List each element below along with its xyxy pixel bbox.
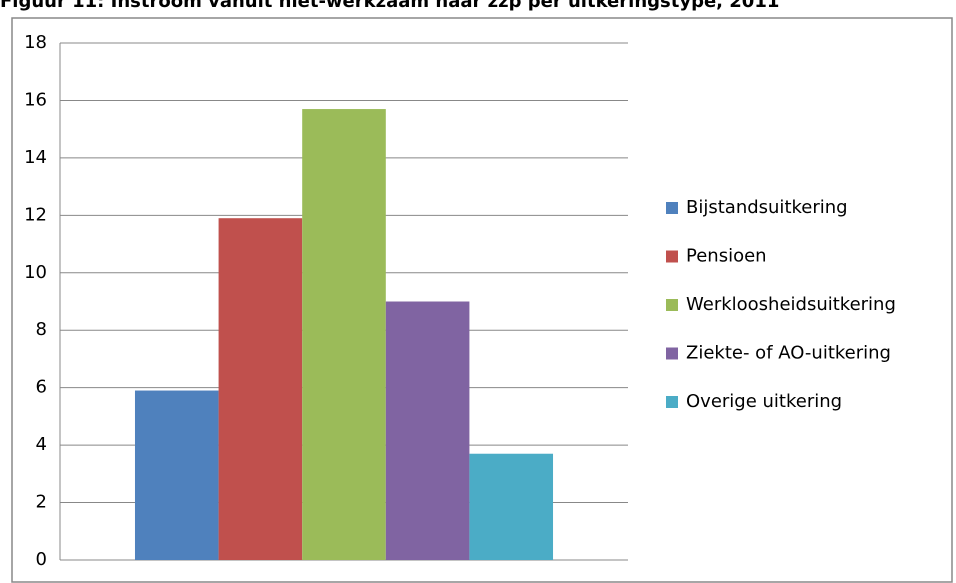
legend-label: Werkloosheidsuitkering (686, 294, 896, 315)
legend-swatch (666, 299, 678, 311)
bar (134, 390, 219, 560)
legend-label: Pensioen (686, 246, 767, 267)
chart-title: Figuur 11: Instroom vanuit niet-werkzaam… (0, 0, 779, 12)
legend-swatch (666, 202, 678, 214)
y-tick-label: 18 (24, 32, 47, 53)
y-tick-label: 16 (24, 89, 47, 110)
legend-label: Ziekte- of AO-uitkering (686, 343, 891, 364)
legend-label: Overige uitkering (686, 391, 842, 412)
legend-swatch (666, 250, 678, 263)
bar (218, 218, 303, 560)
bar (302, 109, 386, 561)
y-tick-label: 2 (36, 492, 47, 513)
y-tick-label: 10 (24, 262, 47, 283)
y-tick-label: 14 (24, 147, 47, 168)
legend-swatch (666, 347, 678, 360)
bar (469, 453, 554, 560)
y-tick-label: 0 (36, 549, 47, 570)
y-tick-label: 8 (36, 319, 47, 340)
y-tick-label: 4 (36, 434, 47, 455)
y-tick-label: 12 (24, 204, 47, 225)
legend-label: Bijstandsuitkering (686, 197, 848, 218)
bar (385, 301, 470, 560)
y-tick-label: 6 (36, 377, 47, 398)
legend-swatch (666, 396, 678, 408)
